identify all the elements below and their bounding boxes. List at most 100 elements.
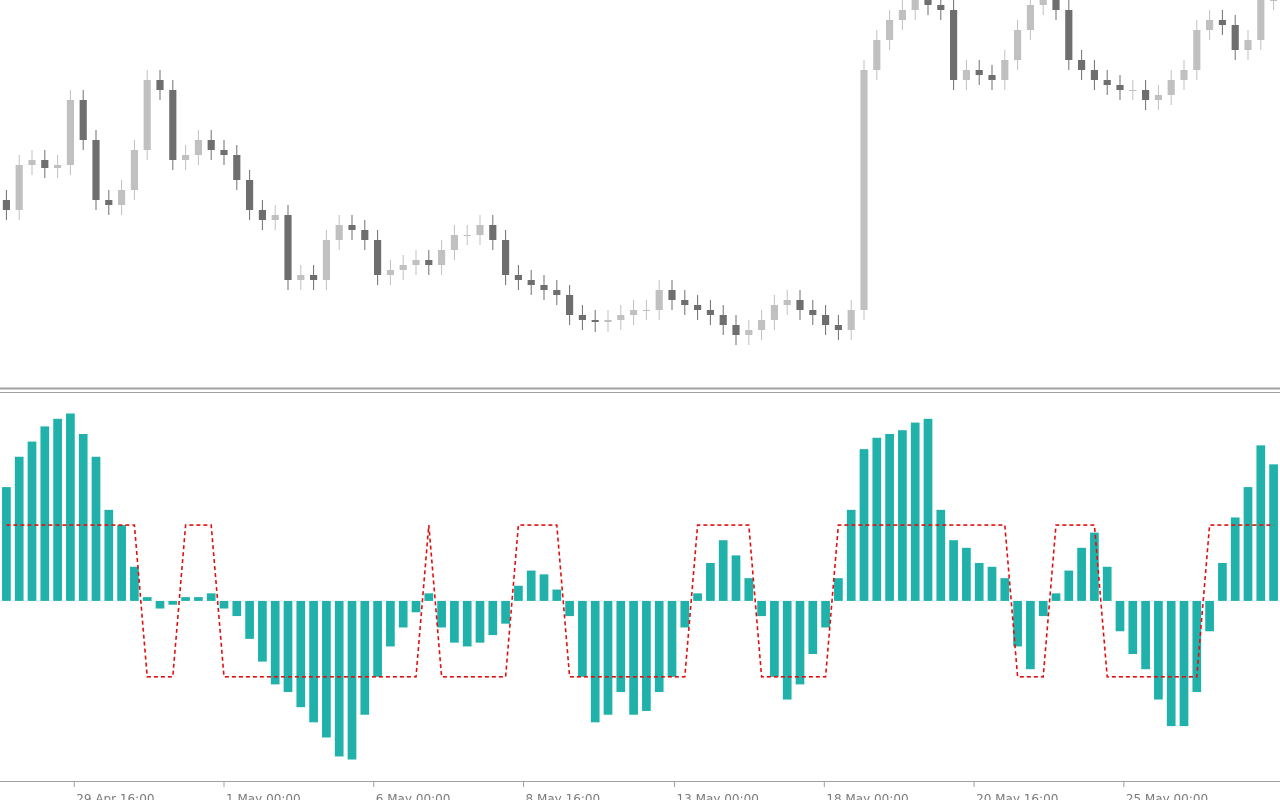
- candle-body: [66, 100, 74, 165]
- signal-line: [6, 524, 1274, 678]
- histogram-bar: [360, 600, 370, 715]
- candle-body: [1078, 60, 1086, 70]
- histogram-bar: [526, 570, 536, 601]
- candle-body: [258, 210, 266, 220]
- candle-body: [975, 70, 983, 75]
- candle-body: [758, 320, 766, 330]
- candle-body: [463, 235, 471, 236]
- histogram-bar: [206, 593, 216, 601]
- histogram-bar: [1115, 600, 1125, 632]
- candle-body: [630, 310, 638, 315]
- histogram-bar: [168, 600, 178, 605]
- candle-body: [1090, 70, 1098, 80]
- histogram-bar: [1205, 600, 1214, 632]
- histogram-bar: [78, 433, 88, 601]
- histogram-bar: [1090, 532, 1099, 601]
- candle-body: [156, 80, 164, 90]
- candle-body: [105, 200, 113, 205]
- candle-body: [950, 10, 958, 80]
- histogram-bar: [322, 600, 331, 738]
- histogram-bar: [232, 600, 242, 617]
- candle-body: [770, 305, 778, 320]
- histogram-bar: [309, 600, 318, 723]
- histogram-bar: [693, 593, 702, 601]
- histogram-bar: [1230, 517, 1240, 601]
- candle-body: [604, 320, 612, 322]
- histogram-bar: [667, 600, 677, 677]
- candle-body: [694, 305, 702, 310]
- candle-body: [1257, 0, 1265, 40]
- histogram-bar: [744, 578, 754, 601]
- candle-body: [502, 240, 510, 275]
- candle-body: [361, 230, 369, 240]
- histogram-bar: [117, 525, 126, 601]
- histogram-bar: [1192, 600, 1202, 692]
- candle-body: [655, 290, 663, 310]
- candle-body: [706, 310, 714, 315]
- candle-body: [130, 150, 138, 190]
- histogram-bar: [629, 600, 638, 715]
- candle-body: [860, 70, 868, 310]
- histogram-bar: [1000, 578, 1010, 601]
- candle-body: [92, 140, 100, 200]
- candle-body: [642, 310, 650, 311]
- candle-body: [489, 225, 497, 240]
- candle-body: [617, 315, 625, 320]
- histogram-bar: [258, 600, 267, 662]
- histogram-bar: [296, 600, 306, 708]
- candle-body: [1231, 25, 1239, 50]
- x-tick-label: 13 May 00:00: [677, 792, 759, 800]
- candle-body: [322, 240, 330, 280]
- candle-body: [937, 5, 945, 10]
- histogram-bar: [757, 600, 766, 617]
- histogram-bar: [2, 487, 11, 601]
- histogram-bar: [283, 600, 293, 692]
- histogram-bar: [488, 600, 498, 636]
- candle-body: [271, 215, 279, 220]
- candle-body: [745, 330, 753, 335]
- candle-body: [732, 325, 740, 335]
- candle-body: [28, 160, 36, 165]
- histogram-bar: [1154, 600, 1163, 700]
- histogram-bar: [130, 566, 139, 601]
- candle-body: [898, 10, 906, 20]
- candle-body: [1206, 20, 1214, 30]
- histogram-bar: [194, 597, 203, 601]
- histogram-bar: [910, 422, 920, 601]
- candle-body: [246, 180, 254, 210]
- candle-body: [809, 310, 817, 315]
- histogram-bar: [450, 600, 459, 643]
- histogram-bar: [962, 547, 971, 601]
- candle-body: [1065, 10, 1073, 60]
- price-pane: [2, 0, 1278, 345]
- candle-body: [374, 240, 382, 275]
- histogram-bar: [27, 441, 37, 601]
- histogram-bar: [923, 418, 933, 601]
- candle-body: [834, 325, 842, 330]
- histogram-bar: [386, 600, 395, 647]
- histogram-bar: [1141, 600, 1150, 670]
- candle-body: [719, 315, 727, 325]
- histogram-bar: [782, 600, 792, 700]
- candle-body: [310, 275, 318, 280]
- candle-body: [220, 150, 228, 155]
- histogram-bar: [1128, 600, 1138, 655]
- histogram-bar: [846, 509, 856, 601]
- candle-body: [783, 300, 791, 305]
- candle-body: [847, 310, 855, 330]
- candle-body: [873, 40, 881, 70]
- x-tick-label: 20 May 16:00: [976, 792, 1058, 800]
- candle-body: [386, 270, 394, 275]
- x-tick-label: 29 Apr 16:00: [76, 792, 154, 800]
- histogram-bar: [642, 600, 651, 711]
- histogram-bar: [974, 562, 984, 601]
- time-axis: 29 Apr 16:00 1 May 00:00 6 May 00:00 8 May …: [73, 781, 1208, 800]
- candle-body: [54, 165, 62, 168]
- histogram-bar: [616, 600, 626, 692]
- candle-body: [348, 225, 356, 230]
- histogram-bar: [66, 413, 75, 601]
- candle-body: [438, 250, 446, 265]
- histogram-bar: [1026, 600, 1035, 670]
- histogram-bar: [834, 578, 843, 601]
